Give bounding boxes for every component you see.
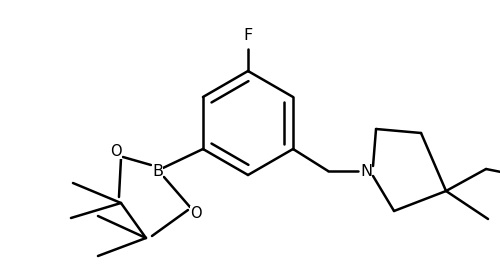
Text: B: B: [152, 163, 164, 179]
Text: O: O: [110, 144, 122, 159]
Text: O: O: [190, 205, 202, 221]
Text: N: N: [360, 163, 372, 179]
Text: F: F: [244, 28, 252, 44]
